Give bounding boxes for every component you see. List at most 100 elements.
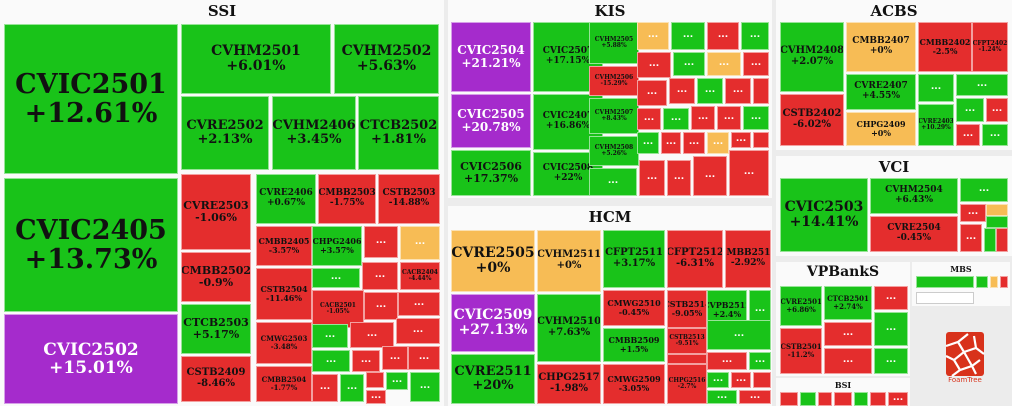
tile-small[interactable]: [366, 372, 384, 388]
tile-small[interactable]: ...: [312, 324, 348, 348]
tile-small[interactable]: ...: [352, 350, 380, 372]
tile-cvre2511[interactable]: CVRE2511 +20%: [451, 354, 535, 404]
tile-small[interactable]: ...: [697, 78, 723, 104]
tile-small[interactable]: ...: [982, 124, 1008, 146]
tile-small[interactable]: ...: [725, 78, 751, 104]
tile-cvic2405[interactable]: CVIC2405 +13.73%: [4, 178, 178, 312]
tile-cvre2504[interactable]: CVRE2504 -0.45%: [870, 216, 958, 252]
tile-small[interactable]: [916, 276, 974, 288]
tile-small[interactable]: ...: [667, 160, 691, 196]
tile-small[interactable]: ...: [691, 106, 715, 130]
tile-small[interactable]: [990, 276, 998, 288]
tile-small[interactable]: ...: [960, 178, 1008, 202]
tile-small[interactable]: ...: [960, 204, 986, 222]
tile-small[interactable]: ...: [741, 22, 769, 50]
tile-cvic2503[interactable]: CVIC2503 +14.41%: [780, 178, 868, 252]
tile-small[interactable]: ...: [637, 52, 671, 78]
tile-cmwg2503[interactable]: CMWG2503 -3.48%: [256, 322, 312, 364]
tile-cacb2404[interactable]: CACB2404 -4.44%: [400, 262, 440, 290]
tile-chpg2517[interactable]: CHPG2517 -1.98%: [537, 364, 601, 404]
tile-cstb2409[interactable]: CSTB2409 -8.46%: [181, 356, 251, 402]
tile-cvhm2504[interactable]: CVHM2504 +6.43%: [870, 178, 958, 214]
tile-small[interactable]: [753, 372, 771, 388]
tile-small[interactable]: ...: [637, 80, 667, 106]
tile-cfpt2512[interactable]: CFPT2512 -6.31%: [667, 230, 723, 288]
tile-cvhm2511[interactable]: CVHM2511 +0%: [537, 230, 601, 292]
tile-cacb2501[interactable]: CACB2501 -1.05%: [312, 290, 364, 328]
tile-cvic2501[interactable]: CVIC2501 +12.61%: [4, 24, 178, 174]
tile-small[interactable]: ...: [312, 374, 338, 402]
tile-small[interactable]: ...: [663, 108, 689, 130]
tile-cvic2509[interactable]: CVIC2509 +27.13%: [451, 294, 535, 352]
tile-small[interactable]: ...: [731, 372, 751, 388]
tile-small[interactable]: ...: [743, 52, 769, 76]
tile-small[interactable]: ...: [707, 52, 741, 76]
tile-small[interactable]: ...: [350, 322, 394, 348]
tile-small[interactable]: ...: [362, 262, 398, 290]
tile-cvhm2501[interactable]: CVHM2501 +6.01%: [181, 24, 331, 94]
tile-cvre2502[interactable]: CVRE2502 +2.13%: [181, 96, 269, 170]
tile-cstb2514[interactable]: CSTB2514-9.05%: [667, 290, 707, 328]
tile-cvic2505[interactable]: CVIC2505 +20.78%: [451, 94, 531, 148]
tile-small[interactable]: ...: [824, 322, 872, 346]
tile-small[interactable]: ...: [366, 390, 386, 404]
tile-small[interactable]: ...: [398, 292, 440, 316]
tile-cvic2506[interactable]: CVIC2506 +17.37%: [451, 150, 531, 196]
tile-small[interactable]: ...: [707, 390, 737, 404]
tile-cmwg2509[interactable]: CMWG2509 -3.05%: [603, 364, 665, 404]
tile-cvre2406[interactable]: CVRE2406 +0.67%: [256, 174, 316, 224]
tile-small[interactable]: ...: [364, 292, 398, 320]
tile-cfpt2402[interactable]: CFPT2402 -1.24%: [972, 22, 1008, 72]
tile-small[interactable]: ...: [707, 372, 729, 388]
tile-small[interactable]: ...: [960, 224, 982, 252]
tile-small[interactable]: ...: [639, 160, 665, 196]
tile-small[interactable]: ...: [673, 52, 705, 76]
tile-cvre2403[interactable]: CVRE2403 +10.29%: [918, 104, 954, 146]
tile-small[interactable]: ...: [888, 392, 908, 406]
tile-small[interactable]: [976, 276, 988, 288]
tile-cstb2402[interactable]: CSTB2402 -6.02%: [780, 94, 844, 146]
tile-small[interactable]: [996, 228, 1008, 252]
tile-cstb2504[interactable]: CSTB2504 -11.46%: [256, 268, 312, 320]
tile-cvic2502[interactable]: CVIC2502 +15.01%: [4, 314, 178, 404]
tile-small[interactable]: ...: [956, 98, 984, 122]
tile-cmbb2503[interactable]: CMBB2503 -1.75%: [318, 174, 376, 224]
tile-small[interactable]: [753, 78, 769, 104]
tile-small[interactable]: ...: [874, 348, 908, 374]
tile-small[interactable]: ...: [918, 74, 954, 102]
tile-cstb2503[interactable]: CSTB2503 -14.88%: [378, 174, 440, 224]
tile-small[interactable]: ...: [956, 124, 980, 146]
tile-cvre2501[interactable]: CVRE2501 +6.86%: [780, 286, 822, 326]
tile-ctcb2502[interactable]: CTCB2502 +1.81%: [358, 96, 439, 170]
tile-small[interactable]: ...: [739, 390, 771, 404]
tile-small[interactable]: ...: [396, 318, 440, 344]
tile-small[interactable]: [667, 354, 707, 364]
tile-small[interactable]: ...: [637, 108, 661, 130]
tile-small[interactable]: [753, 132, 769, 148]
tile-small[interactable]: ...: [340, 374, 364, 402]
tile-small[interactable]: ...: [824, 348, 872, 374]
tile-small[interactable]: ...: [386, 372, 408, 390]
tile-small[interactable]: ...: [707, 22, 739, 50]
tile-small[interactable]: ...: [707, 320, 771, 350]
tile-small[interactable]: ...: [874, 286, 908, 310]
tile-small[interactable]: ...: [729, 150, 769, 196]
tile-chpg2516[interactable]: CHPG2516 -2.7%: [667, 364, 707, 404]
tile-cvhm2506[interactable]: CVHM2506 -15.29%: [589, 66, 639, 96]
tile-small[interactable]: ...: [956, 74, 1008, 96]
tile-small[interactable]: ...: [312, 268, 360, 288]
tile-small[interactable]: ...: [400, 226, 440, 260]
tile-small[interactable]: [984, 228, 996, 252]
tile-small[interactable]: [986, 204, 1008, 216]
tile-cvre2505[interactable]: CVRE2505 +0%: [451, 230, 535, 292]
tile-small[interactable]: ...: [637, 22, 669, 50]
tile-cmbb2407[interactable]: CMBB2407 +0%: [846, 22, 916, 72]
tile-small[interactable]: [986, 216, 1008, 228]
tile-cmbb2510[interactable]: CMBB2510-2.92%: [725, 230, 771, 288]
tile-small[interactable]: ...: [312, 350, 350, 372]
tile-small[interactable]: ...: [693, 156, 727, 196]
tile-small[interactable]: ...: [717, 106, 741, 130]
tile-small[interactable]: ...: [707, 132, 729, 154]
tile-cfpt2511[interactable]: CFPT2511 +3.17%: [603, 230, 665, 288]
tile-small[interactable]: [1000, 276, 1008, 288]
